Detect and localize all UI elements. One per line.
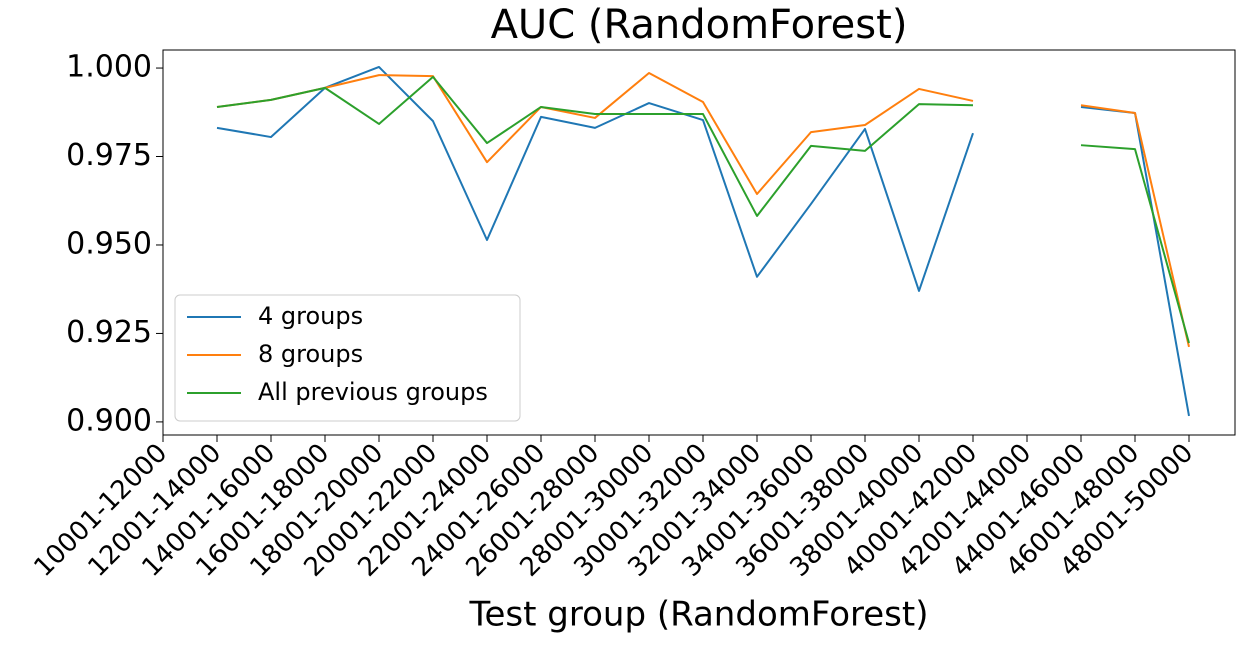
- y-tick-label: 0.975: [66, 138, 152, 173]
- y-tick-label: 1.000: [66, 50, 152, 85]
- series-line: [216, 72, 1190, 348]
- plot-frame: [162, 49, 1236, 436]
- legend-label: All previous groups: [258, 378, 488, 406]
- legend-label: 4 groups: [258, 302, 363, 330]
- legend-box: [174, 294, 521, 422]
- legend-label: 8 groups: [258, 340, 363, 368]
- series-line: [216, 75, 1190, 344]
- x-axis-label: Test group (RandomForest): [469, 595, 929, 635]
- y-tick-label: 0.950: [66, 226, 152, 261]
- y-tick-label: 0.900: [66, 403, 152, 438]
- chart-title: AUC (RandomForest): [491, 2, 908, 48]
- y-tick-label: 0.925: [66, 315, 152, 350]
